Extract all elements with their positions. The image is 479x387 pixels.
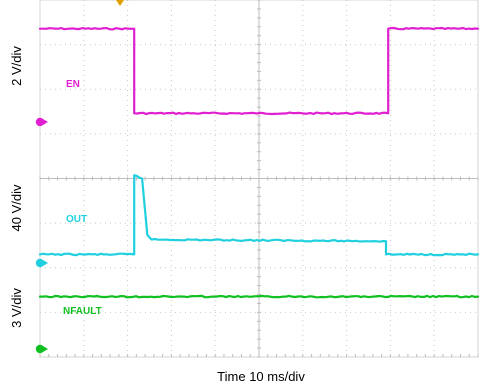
xlabel: Time 10 ms/div [217,369,305,384]
plot-traces [38,26,479,299]
ground-marker-arrow [43,119,48,125]
ground-marker-arrow [43,346,48,352]
trace-out [38,174,479,257]
ground-marker-en [35,117,48,127]
ground-marker-dot [35,258,45,268]
ylabel-out: 40 V/div [9,184,24,231]
ground-marker-dot [35,117,45,127]
ylabel-en: 2 V/div [9,46,24,86]
ground-marker-arrow [43,260,48,266]
trace-nfault [38,294,479,299]
ylabel-nfault: 3 V/div [9,288,24,328]
ground-marker-dot [35,344,45,354]
channel-markers [35,117,48,354]
series-label-nfault: NFAULT [63,306,102,317]
trace-en [38,26,479,116]
ground-marker-nfault [35,344,48,354]
trigger-marker [116,0,124,6]
ground-marker-out [35,258,48,268]
series-label-out: OUT [66,214,87,225]
series-label-en: EN [66,79,80,90]
plot-grid [39,0,479,358]
